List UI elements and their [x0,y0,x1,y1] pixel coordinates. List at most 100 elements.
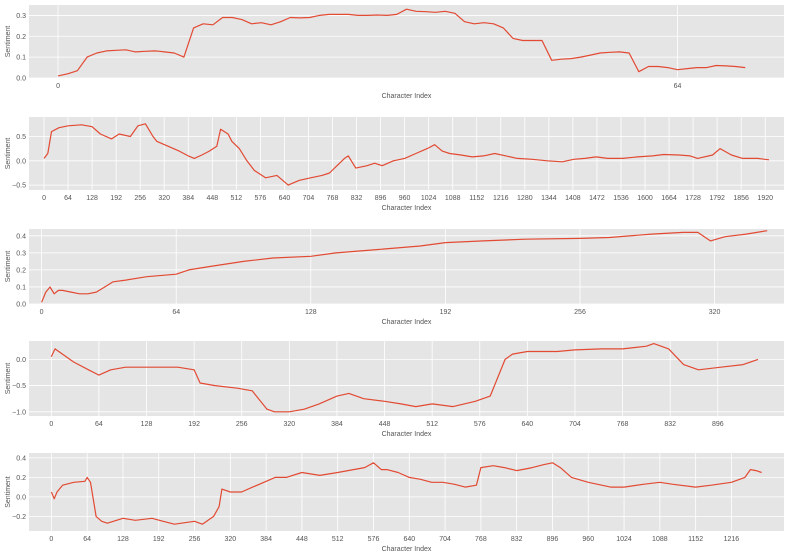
x-tick-label: 128 [305,309,317,316]
x-tick-label: 512 [332,536,344,543]
x-tick-label: 448 [206,195,218,202]
plot-background [29,5,784,78]
x-tick-label: 64 [172,309,180,316]
x-tick-label: 1216 [493,195,509,202]
x-tick-label: 192 [188,421,200,428]
x-tick-label: 768 [617,421,629,428]
plot-background [29,229,784,304]
plot-background [29,117,784,190]
series-line [43,123,770,186]
y-tick-label: 0.3 [16,13,26,20]
y-tick-label: 0.4 [16,455,26,462]
x-axis-label: Character Index [382,546,432,553]
x-tick-label: 640 [279,195,291,202]
x-tick-label: 768 [475,536,487,543]
y-tick-label: 0.0 [16,494,26,501]
x-axis-label: Character Index [382,319,432,326]
y-tick-label: 0.5 [16,134,26,141]
y-axis-label: Sentiment [5,476,12,508]
y-axis-label: Sentiment [5,251,12,283]
plot-background [29,453,784,531]
x-tick-label: 1088 [652,536,668,543]
x-tick-label: 1728 [685,195,701,202]
x-tick-label: 896 [375,195,387,202]
x-tick-label: 576 [255,195,267,202]
x-tick-label: 64 [64,195,72,202]
x-tick-label: 256 [134,195,146,202]
x-tick-label: 320 [284,421,296,428]
y-tick-label: 0.0 [16,302,26,309]
x-tick-label: 192 [110,195,122,202]
series-line [50,343,759,413]
x-tick-label: 0 [56,83,60,90]
x-tick-label: 640 [403,536,415,543]
x-tick-label: 576 [368,536,380,543]
y-tick-label: −0.2 [12,514,26,521]
x-axis-label: Character Index [382,93,432,100]
x-tick-label: 1024 [421,195,437,202]
x-tick-label: 704 [303,195,315,202]
series-line [50,462,762,525]
x-axis-label: Character Index [382,431,432,438]
x-tick-label: 1600 [637,195,653,202]
x-tick-label: 576 [474,421,486,428]
x-tick-label: 1152 [688,536,703,543]
y-tick-label: −0.5 [12,183,26,190]
x-tick-label: 1792 [709,195,725,202]
plot-background [29,341,784,416]
y-tick-label: −1.0 [12,409,26,416]
x-tick-label: 0 [40,309,44,316]
x-tick-label: 256 [236,421,248,428]
x-tick-label: 320 [158,195,170,202]
x-tick-label: 448 [296,536,308,543]
x-tick-label: 832 [511,536,523,543]
x-tick-label: 960 [399,195,411,202]
series-line [57,8,746,77]
x-tick-label: 1088 [445,195,461,202]
x-tick-label: 1920 [757,195,773,202]
x-tick-label: 704 [569,421,581,428]
series-line [41,230,768,303]
x-tick-label: 0 [42,195,46,202]
x-tick-label: 1472 [589,195,605,202]
x-tick-label: 384 [331,421,343,428]
x-tick-label: 832 [351,195,363,202]
x-tick-label: 512 [426,421,438,428]
x-tick-label: 1280 [517,195,533,202]
x-tick-label: 192 [153,536,165,543]
x-tick-label: 512 [230,195,242,202]
x-tick-label: 320 [224,536,236,543]
x-tick-label: 192 [440,309,452,316]
chart-5: 0 64 128 192 256 320 384 448 512 576 640 704 768 832 8… [5,453,784,553]
y-tick-label: −0.5 [12,383,26,390]
x-tick-label: 896 [547,536,559,543]
x-tick-label: 1856 [733,195,749,202]
x-tick-label: 128 [141,421,153,428]
x-tick-label: 0 [49,421,53,428]
x-tick-label: 128 [117,536,129,543]
x-tick-label: 832 [664,421,676,428]
x-axis-label: Character Index [382,205,432,212]
x-tick-label: 1344 [541,195,557,202]
y-tick-label: 0.2 [16,34,26,41]
x-tick-label: 704 [439,536,451,543]
x-tick-label: 896 [712,421,724,428]
x-tick-label: 384 [182,195,194,202]
y-tick-label: 0.2 [16,475,26,482]
y-tick-label: 0.0 [16,76,26,83]
y-tick-label: 0.1 [16,55,26,62]
x-tick-label: 256 [189,536,201,543]
x-tick-label: 960 [582,536,594,543]
y-tick-label: 0.3 [16,250,26,257]
x-tick-label: 320 [709,309,721,316]
y-tick-label: 0.1 [16,284,26,291]
x-tick-label: 768 [327,195,339,202]
y-tick-label: 0.4 [16,233,26,240]
x-tick-label: 64 [83,536,91,543]
x-tick-label: 1536 [613,195,629,202]
y-tick-label: 0.0 [16,357,26,364]
y-axis-label: Sentiment [5,138,12,170]
x-tick-label: 64 [674,83,682,90]
